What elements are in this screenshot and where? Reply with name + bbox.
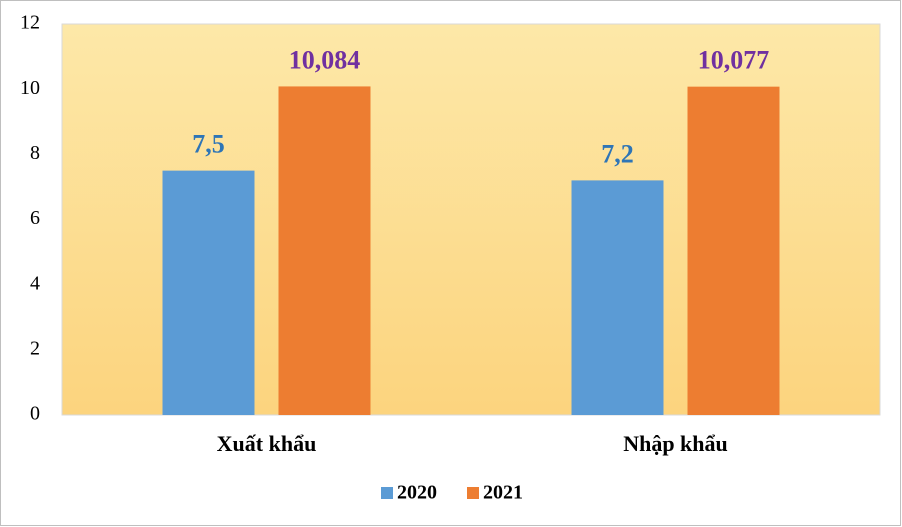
y-tick-label: 0: [30, 403, 40, 425]
y-tick-label: 2: [30, 337, 40, 359]
bar: [571, 180, 664, 415]
data-label: 7,5: [192, 130, 225, 159]
bar: [687, 86, 780, 416]
y-tick-label: 10: [20, 77, 40, 99]
data-label: 7,2: [601, 139, 634, 168]
x-tick-label: Xuất khẩu: [217, 431, 317, 456]
y-tick-label: 12: [20, 12, 40, 34]
legend-swatch: [467, 487, 479, 499]
y-tick-label: 6: [30, 207, 40, 229]
legend-swatch: [381, 487, 393, 499]
legend-label: 2020: [397, 482, 437, 504]
data-label: 10,077: [698, 46, 770, 75]
bar: [278, 86, 371, 416]
legend-label: 2021: [483, 482, 523, 504]
bar: [162, 170, 255, 415]
y-tick-label: 4: [30, 272, 40, 294]
data-label: 10,084: [289, 45, 361, 74]
x-tick-label: Nhập khẩu: [623, 431, 728, 456]
y-tick-label: 8: [30, 142, 40, 164]
